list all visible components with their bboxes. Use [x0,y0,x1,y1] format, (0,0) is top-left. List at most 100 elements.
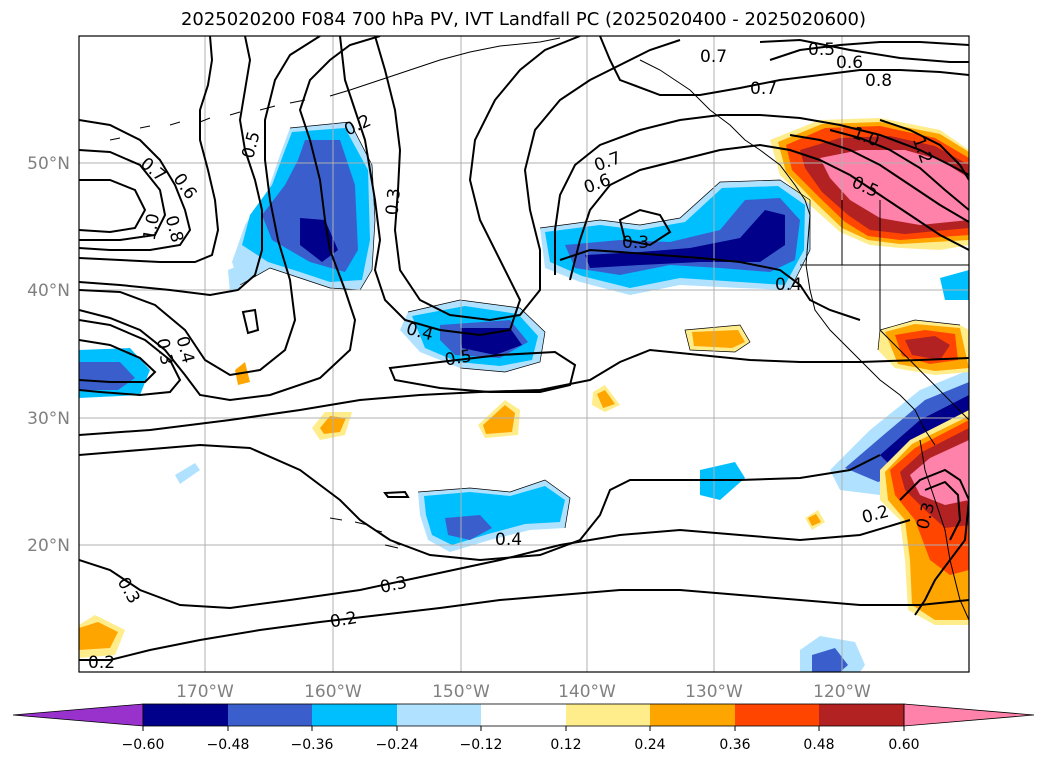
contour-west-small [241,308,260,335]
colorbar-tick-label: 0.36 [719,737,750,753]
colorbar-tick-label: −0.48 [207,737,250,753]
lon-label: 170°W [176,682,234,702]
contour-0.3-sweep [79,36,321,377]
contour-label: 0.3 [383,187,405,216]
contour-0.4-ne [559,248,861,321]
contour-0.6-top [759,38,969,63]
aleutian-islands [109,99,306,141]
contour-label: 0.3 [378,573,409,598]
neg-shade-south-2 [812,648,848,672]
colorbar: −0.60 −0.48 −0.36 −0.24 −0.12 0.12 0.24 … [12,703,1035,753]
colorbar-extend-low [12,703,144,727]
neg-shade-ws-2 [228,265,240,293]
colorbar-tick-label: −0.12 [460,737,503,753]
colorbar-segment [481,704,566,726]
pos-shade-3b [597,390,615,408]
contour-label: 0.8 [161,213,187,244]
contour-label: 0.8 [865,71,892,91]
contour-0.8-ne [769,41,969,61]
contour-0.4-sweep [79,36,381,402]
contour-label: 0.7 [700,47,727,67]
contour-label: 0.7 [592,148,624,176]
contour-0.2-south [79,589,969,661]
contour-label: 0.3 [152,337,176,367]
lat-label: 20°N [27,536,70,556]
contour-label: 0.2 [860,502,891,528]
contour-label: 0.3 [113,574,144,607]
contour-1.2-coast [829,129,969,211]
map-area [79,36,969,672]
contour-label: 0.6 [169,170,201,204]
neg-shade-dateline-4 [300,218,338,262]
state-lines [841,200,881,330]
contour-label: 0.4 [775,275,802,295]
contour-0.6-upper [79,36,220,263]
pos-shade-6b [79,622,118,650]
pos-shade-nw-coast-5 [820,150,969,225]
colorbar-segment [143,704,228,726]
colorbar-ticks [142,726,905,731]
hawaii [329,517,401,549]
lon-label: 120°W [813,682,871,702]
contour-baja-loop-2 [924,480,962,541]
contour-label: 1.0 [140,212,164,242]
contour-label: 0.5 [443,346,473,370]
contour-0.8-nw [79,149,167,241]
contour-label: 0.4 [495,530,522,550]
neg-shade-hawaii-3 [445,515,492,540]
contour-1.0-nw [79,179,147,234]
contour-0.6-ne [554,114,969,275]
colorbar-frame [142,703,905,727]
contour-inner-coast [879,119,969,181]
shading-outlines [239,121,961,529]
contour-label: 0.5 [808,40,835,60]
contour-label: 0.2 [88,653,115,673]
lon-label: 160°W [304,682,362,702]
coastlines [109,37,969,621]
contour-0.2-north [339,36,581,337]
latitude-labels: 50°N 40°N 30°N 20°N [27,154,70,556]
colorbar-tick-label: 0.12 [550,737,581,753]
colorbar-segment [735,704,819,726]
lat-label: 40°N [27,281,70,301]
contour-0.5-loop [388,350,577,393]
contour-0.7-nw [79,119,192,251]
longitude-labels: 170°W 160°W 150°W 140°W 130°W 120°W [176,682,871,702]
contour-label: 0.6 [836,53,863,73]
contour-0.3-north [374,36,681,322]
lat-label: 50°N [27,154,70,174]
contour-label: 0.7 [750,79,777,99]
baja-coast [919,439,951,561]
colorbar-segment [397,704,481,726]
colorbar-segment [566,704,650,726]
contour-1.0-coast [789,134,969,223]
contour-0.3-south [79,519,911,610]
pos-shade-1b [692,330,745,348]
contour-sw-small [383,490,410,498]
colorbar-tick-label: −0.60 [122,737,165,753]
shading-positive [79,118,969,658]
colorbar-segment [819,704,904,726]
colorbar-tick-label: 0.48 [803,737,834,753]
mexico-coast [949,559,969,621]
colorbar-tick-label: −0.24 [376,737,419,753]
colorbar-extend-high [903,703,1035,727]
contour-0.3-west-loop [79,339,157,383]
pv-contours [79,36,969,661]
colorbar-segment [228,704,312,726]
neg-shade-west-small [175,463,200,484]
neg-shade-dateline-3 [262,140,358,272]
lat-label: 30°N [27,409,70,429]
colorbar-tick-label: −0.36 [291,737,334,753]
us-border [800,264,969,421]
contour-0.2-mid [79,443,881,562]
contour-0.3-mid [79,348,969,436]
pos-shade-ca-4 [905,336,950,360]
map-title: 2025020200 F084 700 hPa PV, IVT Landfall… [180,9,867,30]
contour-0.5-upper [79,36,263,297]
bc-coast [639,59,811,216]
graticule [79,36,969,672]
pos-shade-2b [483,405,515,434]
contour-0.3-loop-ne [618,208,672,247]
